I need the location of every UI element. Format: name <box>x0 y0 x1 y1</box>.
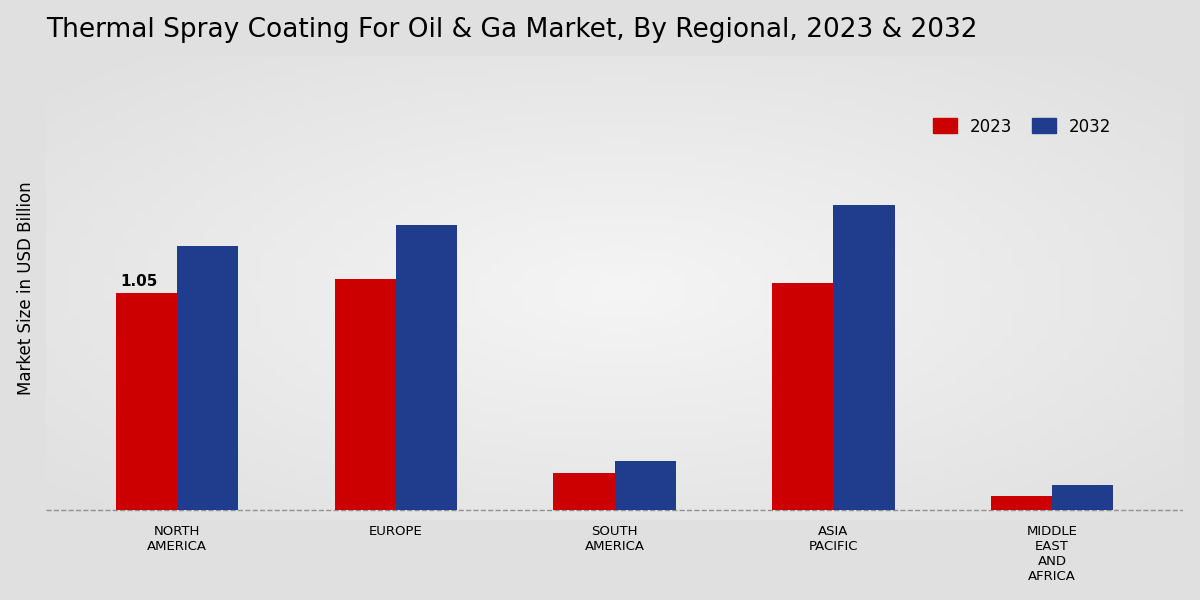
Legend: 2023, 2032: 2023, 2032 <box>926 111 1118 142</box>
Bar <box>178 246 239 510</box>
Text: 1.05: 1.05 <box>120 274 157 289</box>
Bar <box>991 496 1052 510</box>
Bar <box>335 279 396 510</box>
Bar <box>396 226 457 510</box>
Bar <box>115 293 178 510</box>
Text: Thermal Spray Coating For Oil & Ga Market, By Regional, 2023 & 2032: Thermal Spray Coating For Oil & Ga Marke… <box>46 17 977 43</box>
Bar <box>833 205 894 510</box>
Bar <box>553 473 614 510</box>
Bar <box>614 461 676 510</box>
Y-axis label: Market Size in USD Billion: Market Size in USD Billion <box>17 181 35 395</box>
Bar <box>1052 485 1114 510</box>
Bar <box>772 283 833 510</box>
